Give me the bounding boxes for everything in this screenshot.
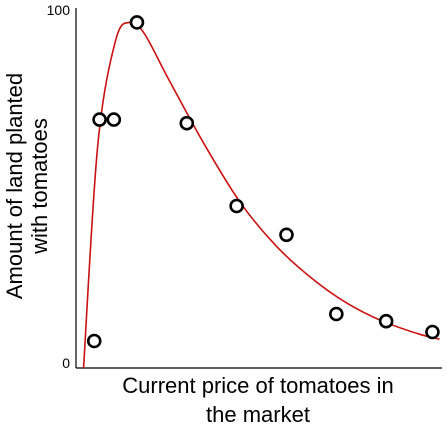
data-point-6	[229, 198, 244, 214]
y-tick-label-top: 100	[47, 2, 71, 18]
data-points	[86, 15, 440, 349]
fit-curve	[82, 21, 440, 369]
y-axis-title-line-1: Amount of land planted	[2, 73, 27, 299]
data-point-5	[179, 115, 195, 131]
data-point-10	[425, 324, 440, 340]
data-point-3	[106, 112, 122, 127]
data-point-9	[378, 313, 394, 329]
y-axis-title-line-2: with tomatoes	[27, 118, 52, 255]
y-tick-label-bottom: 0	[62, 355, 70, 371]
data-point-7	[279, 227, 294, 243]
data-point-4	[129, 15, 145, 30]
data-point-1	[86, 333, 102, 349]
x-axis-title-line-2: the market	[206, 402, 310, 427]
data-point-2	[92, 112, 107, 127]
x-axis-title-line-1: Current price of tomatoes in	[122, 373, 393, 398]
data-point-8	[329, 306, 344, 322]
